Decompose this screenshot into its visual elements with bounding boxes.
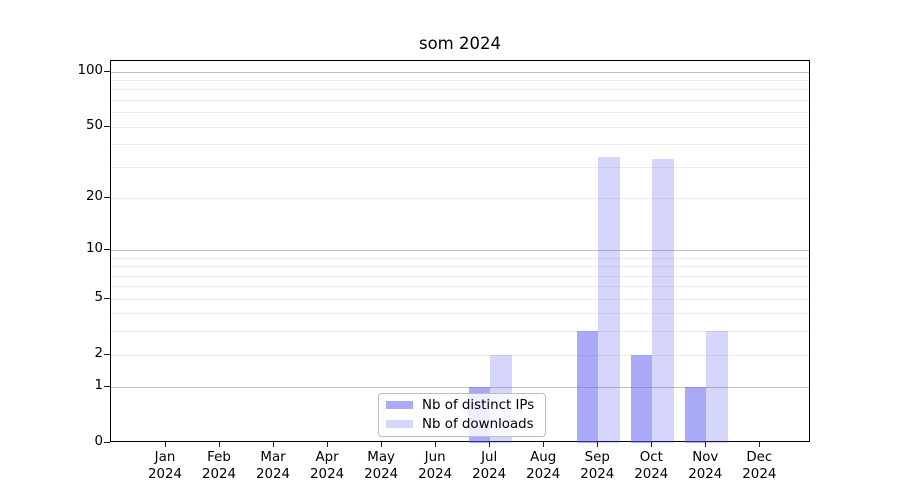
x-tick-mark <box>543 442 545 447</box>
x-tick-mark <box>327 442 329 447</box>
x-tick-mark <box>651 442 653 447</box>
minor-gridline <box>111 126 809 128</box>
x-tick-label-month: May <box>367 450 395 465</box>
minor-gridline <box>111 313 809 315</box>
y-tick-label: 2 <box>94 345 103 361</box>
bar <box>598 156 620 443</box>
x-tick-label: Feb 2024 <box>191 450 247 484</box>
x-tick-mark <box>219 442 221 447</box>
y-tick-label: 5 <box>94 289 103 305</box>
y-tick-mark <box>104 297 110 299</box>
legend-label: Nb of downloads <box>422 416 534 432</box>
x-tick-mark <box>273 442 275 447</box>
x-tick-mark <box>597 442 599 447</box>
x-tick-label: Sep 2024 <box>569 450 625 484</box>
x-tick-label: Mar 2024 <box>245 450 301 484</box>
x-tick-label-year: 2024 <box>147 466 183 482</box>
x-tick-label-month: Oct <box>639 450 663 465</box>
y-tick-label: 0 <box>94 434 103 449</box>
x-tick-mark <box>381 442 383 447</box>
minor-gridline <box>111 166 809 168</box>
x-tick-label-month: Jan <box>154 450 176 465</box>
minor-gridline <box>111 275 809 277</box>
minor-gridline <box>111 144 809 146</box>
x-tick-label-month: Dec <box>746 450 773 465</box>
legend-row: Nb of distinct IPs <box>386 397 538 414</box>
minor-gridline <box>111 89 809 91</box>
minor-gridline <box>111 112 809 114</box>
x-tick-label: Oct 2024 <box>623 450 679 484</box>
minor-gridline <box>111 286 809 288</box>
y-tick-mark <box>104 125 110 127</box>
y-tick-mark <box>104 197 110 199</box>
chart-title: som 2024 <box>418 34 501 53</box>
x-tick-label-month: Nov <box>692 450 719 465</box>
y-tick-label: 50 <box>85 117 103 133</box>
bar <box>652 159 674 443</box>
minor-gridline <box>111 257 809 259</box>
bar <box>630 354 653 443</box>
x-tick-label-month: Feb <box>207 450 231 465</box>
major-gridline <box>111 387 809 389</box>
plot-area: Nb of distinct IPs Nb of downloads <box>110 59 810 443</box>
x-tick-mark <box>165 442 166 447</box>
bar <box>576 331 599 443</box>
y-tick-mark <box>104 442 110 443</box>
y-tick-mark <box>104 353 110 355</box>
minor-gridline <box>111 298 809 300</box>
x-tick-label: Apr 2024 <box>299 450 355 484</box>
legend: Nb of distinct IPs Nb of downloads <box>378 392 546 437</box>
x-tick-label-year: 2024 <box>634 466 669 482</box>
y-tick-label: 1 <box>94 378 103 394</box>
legend-row: Nb of downloads <box>386 416 538 433</box>
x-tick-label-year: 2024 <box>418 466 453 482</box>
x-tick-label: Jan 2024 <box>137 450 193 484</box>
major-gridline <box>111 71 809 73</box>
legend-swatch <box>386 401 413 409</box>
x-tick-label: Dec 2024 <box>731 450 787 484</box>
x-tick-label: Aug 2024 <box>515 450 571 484</box>
bar <box>706 331 728 443</box>
x-tick-label-year: 2024 <box>364 466 399 482</box>
minor-gridline <box>111 198 809 200</box>
bar <box>684 387 707 443</box>
x-tick-label-month: Apr <box>315 450 339 465</box>
x-tick-mark <box>705 442 707 447</box>
x-tick-label-month: Mar <box>260 450 286 465</box>
x-tick-label-year: 2024 <box>472 466 507 482</box>
x-tick-label-month: Sep <box>584 450 610 465</box>
x-tick-label-month: Jul <box>481 450 498 465</box>
x-tick-label-year: 2024 <box>580 466 615 482</box>
major-gridline <box>111 250 809 252</box>
minor-gridline <box>111 331 809 333</box>
legend-swatch <box>386 420 413 428</box>
x-tick-label: Jun 2024 <box>407 450 463 484</box>
y-tick-mark <box>104 249 110 251</box>
y-tick-mark <box>104 70 110 72</box>
minor-gridline <box>111 354 809 356</box>
x-tick-label-year: 2024 <box>742 466 777 482</box>
minor-gridline <box>111 266 809 268</box>
y-tick-label: 100 <box>77 62 103 78</box>
x-tick-mark <box>435 442 437 447</box>
x-tick-label: May 2024 <box>353 450 409 484</box>
x-tick-label: Jul 2024 <box>461 450 517 484</box>
x-tick-mark <box>489 442 491 447</box>
x-tick-mark <box>759 442 761 447</box>
legend-label: Nb of distinct IPs <box>422 397 535 413</box>
x-tick-label-month: Jun <box>424 450 446 465</box>
x-tick-label-year: 2024 <box>688 466 723 482</box>
y-tick-label: 20 <box>85 189 103 205</box>
x-tick-label-year: 2024 <box>310 466 345 482</box>
x-tick-label: Nov 2024 <box>677 450 733 484</box>
x-tick-label-year: 2024 <box>256 466 291 482</box>
y-tick-mark <box>104 386 110 388</box>
x-tick-label-year: 2024 <box>201 466 237 482</box>
y-tick-label: 10 <box>85 241 103 257</box>
minor-gridline <box>111 100 809 101</box>
minor-gridline <box>111 80 809 82</box>
x-tick-label-year: 2024 <box>526 466 561 482</box>
x-tick-label-month: Aug <box>530 450 557 465</box>
